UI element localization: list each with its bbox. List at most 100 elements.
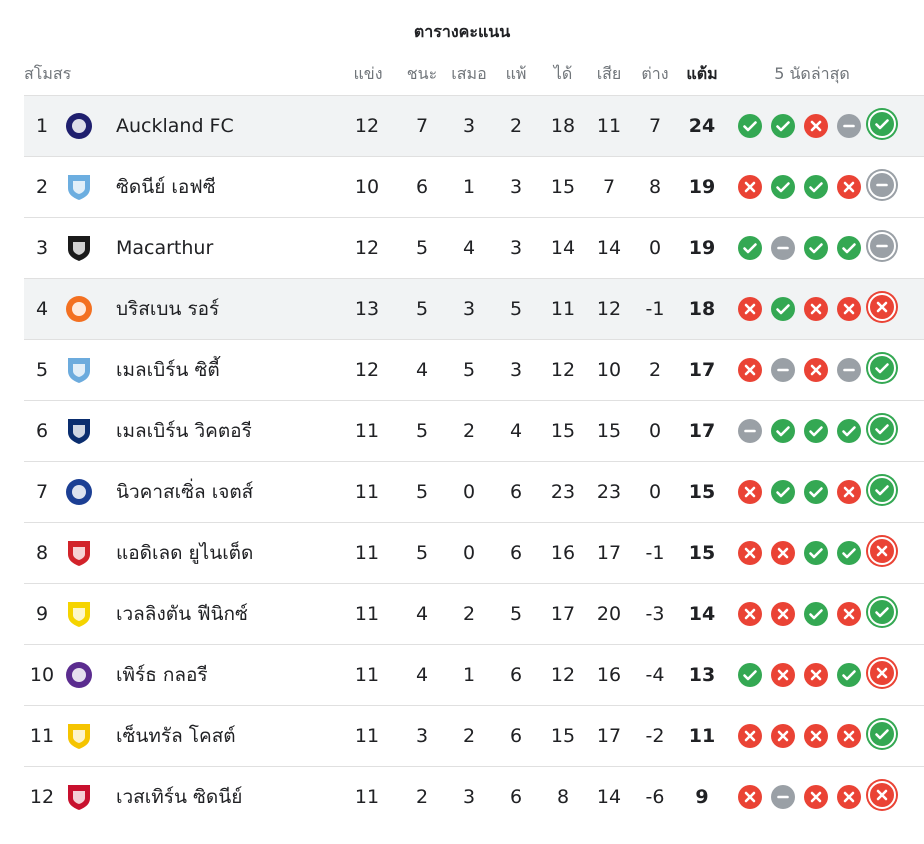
loss-x-icon[interactable]	[771, 541, 795, 565]
win-check-icon[interactable]	[837, 541, 861, 565]
win-check-icon[interactable]	[771, 297, 795, 321]
goals-for-value: 16	[550, 542, 576, 564]
loss-x-icon[interactable]	[771, 663, 795, 687]
loss-x-icon[interactable]	[837, 175, 861, 199]
points-value: 17	[688, 359, 716, 381]
win-check-icon[interactable]	[868, 598, 896, 626]
draw-dash-icon[interactable]	[738, 419, 762, 443]
draw-dash-icon[interactable]	[771, 358, 795, 382]
loss-x-icon[interactable]	[837, 297, 861, 321]
goals-against-value: 14	[596, 237, 622, 259]
win-check-icon[interactable]	[738, 663, 762, 687]
drawn-value: 1	[462, 664, 476, 686]
table-row[interactable]: 5 เมลเบิร์น ซิตี้ 12 4 5 3 12 10 2 17	[24, 339, 924, 400]
win-check-icon[interactable]	[868, 110, 896, 138]
won-value: 4	[415, 359, 429, 381]
loss-x-icon[interactable]	[804, 358, 828, 382]
win-check-icon[interactable]	[804, 602, 828, 626]
win-check-icon[interactable]	[868, 354, 896, 382]
table-row[interactable]: 3 Macarthur 12 5 4 3 14 14 0 19	[24, 217, 924, 278]
loss-x-icon[interactable]	[868, 537, 896, 565]
table-row[interactable]: 1 Auckland FC 12 7 3 2 18 11 7 24	[24, 95, 924, 156]
won-value: 3	[415, 725, 429, 747]
loss-x-icon[interactable]	[771, 602, 795, 626]
win-check-icon[interactable]	[804, 419, 828, 443]
loss-x-icon[interactable]	[804, 114, 828, 138]
win-check-icon[interactable]	[868, 476, 896, 504]
loss-x-icon[interactable]	[837, 602, 861, 626]
lost-value: 5	[509, 298, 523, 320]
win-check-icon[interactable]	[771, 419, 795, 443]
points-value: 14	[688, 603, 716, 625]
win-check-icon[interactable]	[837, 236, 861, 260]
win-check-icon[interactable]	[804, 480, 828, 504]
loss-x-icon[interactable]	[837, 724, 861, 748]
loss-x-icon[interactable]	[804, 785, 828, 809]
loss-x-icon[interactable]	[837, 785, 861, 809]
loss-x-icon[interactable]	[804, 663, 828, 687]
win-check-icon[interactable]	[738, 114, 762, 138]
drawn-value: 5	[462, 359, 476, 381]
goal-difference-value: -6	[645, 786, 665, 808]
loss-x-icon[interactable]	[804, 724, 828, 748]
win-check-icon[interactable]	[771, 175, 795, 199]
draw-dash-icon[interactable]	[868, 232, 896, 260]
win-check-icon[interactable]	[738, 236, 762, 260]
draw-dash-icon[interactable]	[771, 236, 795, 260]
loss-x-icon[interactable]	[868, 659, 896, 687]
loss-x-icon[interactable]	[868, 293, 896, 321]
newcastle-jets-logo-icon	[66, 479, 92, 505]
drawn-value: 2	[462, 420, 476, 442]
draw-dash-icon[interactable]	[868, 171, 896, 199]
table-row[interactable]: 9 เวลลิงตัน ฟีนิกซ์ 11 4 2 5 17 20 -3 14	[24, 583, 924, 644]
points-value: 11	[688, 725, 716, 747]
loss-x-icon[interactable]	[837, 480, 861, 504]
lost-value: 6	[509, 786, 523, 808]
table-row[interactable]: 11 เซ็นทรัล โคสต์ 11 3 2 6 15 17 -2 11	[24, 705, 924, 766]
loss-x-icon[interactable]	[868, 781, 896, 809]
loss-x-icon[interactable]	[738, 358, 762, 382]
win-check-icon[interactable]	[868, 415, 896, 443]
points-value: 9	[695, 786, 709, 808]
lost-value: 3	[509, 176, 523, 198]
table-row[interactable]: 12 เวสเทิร์น ซิดนีย์ 11 2 3 6 8 14 -6 9	[24, 766, 924, 827]
loss-x-icon[interactable]	[738, 541, 762, 565]
lost-value: 6	[509, 664, 523, 686]
loss-x-icon[interactable]	[738, 175, 762, 199]
table-row[interactable]: 6 เมลเบิร์น วิคตอรี 11 5 2 4 15 15 0 17	[24, 400, 924, 461]
draw-dash-icon[interactable]	[837, 358, 861, 382]
loss-x-icon[interactable]	[771, 724, 795, 748]
draw-dash-icon[interactable]	[771, 785, 795, 809]
win-check-icon[interactable]	[804, 236, 828, 260]
win-check-icon[interactable]	[804, 175, 828, 199]
team-name: เซ็นทรัล โคสต์	[116, 725, 236, 747]
auckland-fc-logo-icon	[66, 113, 92, 139]
position: 5	[35, 359, 49, 381]
win-check-icon[interactable]	[868, 720, 896, 748]
loss-x-icon[interactable]	[738, 297, 762, 321]
win-check-icon[interactable]	[837, 663, 861, 687]
won-value: 4	[415, 664, 429, 686]
goals-for-value: 8	[556, 786, 570, 808]
table-row[interactable]: 10 เพิร์ธ กลอรี 11 4 1 6 12 16 -4 13	[24, 644, 924, 705]
win-check-icon[interactable]	[804, 541, 828, 565]
team-name: Macarthur	[116, 237, 214, 259]
team-name: Auckland FC	[116, 115, 234, 137]
loss-x-icon[interactable]	[738, 480, 762, 504]
goals-against-value: 11	[596, 115, 622, 137]
table-row[interactable]: 7 นิวคาสเซิ่ล เจตส์ 11 5 0 6 23 23 0 15	[24, 461, 924, 522]
win-check-icon[interactable]	[837, 419, 861, 443]
loss-x-icon[interactable]	[738, 785, 762, 809]
drawn-value: 0	[462, 481, 476, 503]
goals-against-value: 10	[596, 359, 622, 381]
loss-x-icon[interactable]	[738, 602, 762, 626]
win-check-icon[interactable]	[771, 114, 795, 138]
loss-x-icon[interactable]	[804, 297, 828, 321]
table-row[interactable]: 8 แอดิเลด ยูไนเต็ด 11 5 0 6 16 17 -1 15	[24, 522, 924, 583]
draw-dash-icon[interactable]	[837, 114, 861, 138]
table-row[interactable]: 2 ซิดนีย์ เอฟซี 10 6 1 3 15 7 8 19	[24, 156, 924, 217]
win-check-icon[interactable]	[771, 480, 795, 504]
position: 9	[35, 603, 49, 625]
table-row[interactable]: 4 บริสเบน รอร์ 13 5 3 5 11 12 -1 18	[24, 278, 924, 339]
loss-x-icon[interactable]	[738, 724, 762, 748]
